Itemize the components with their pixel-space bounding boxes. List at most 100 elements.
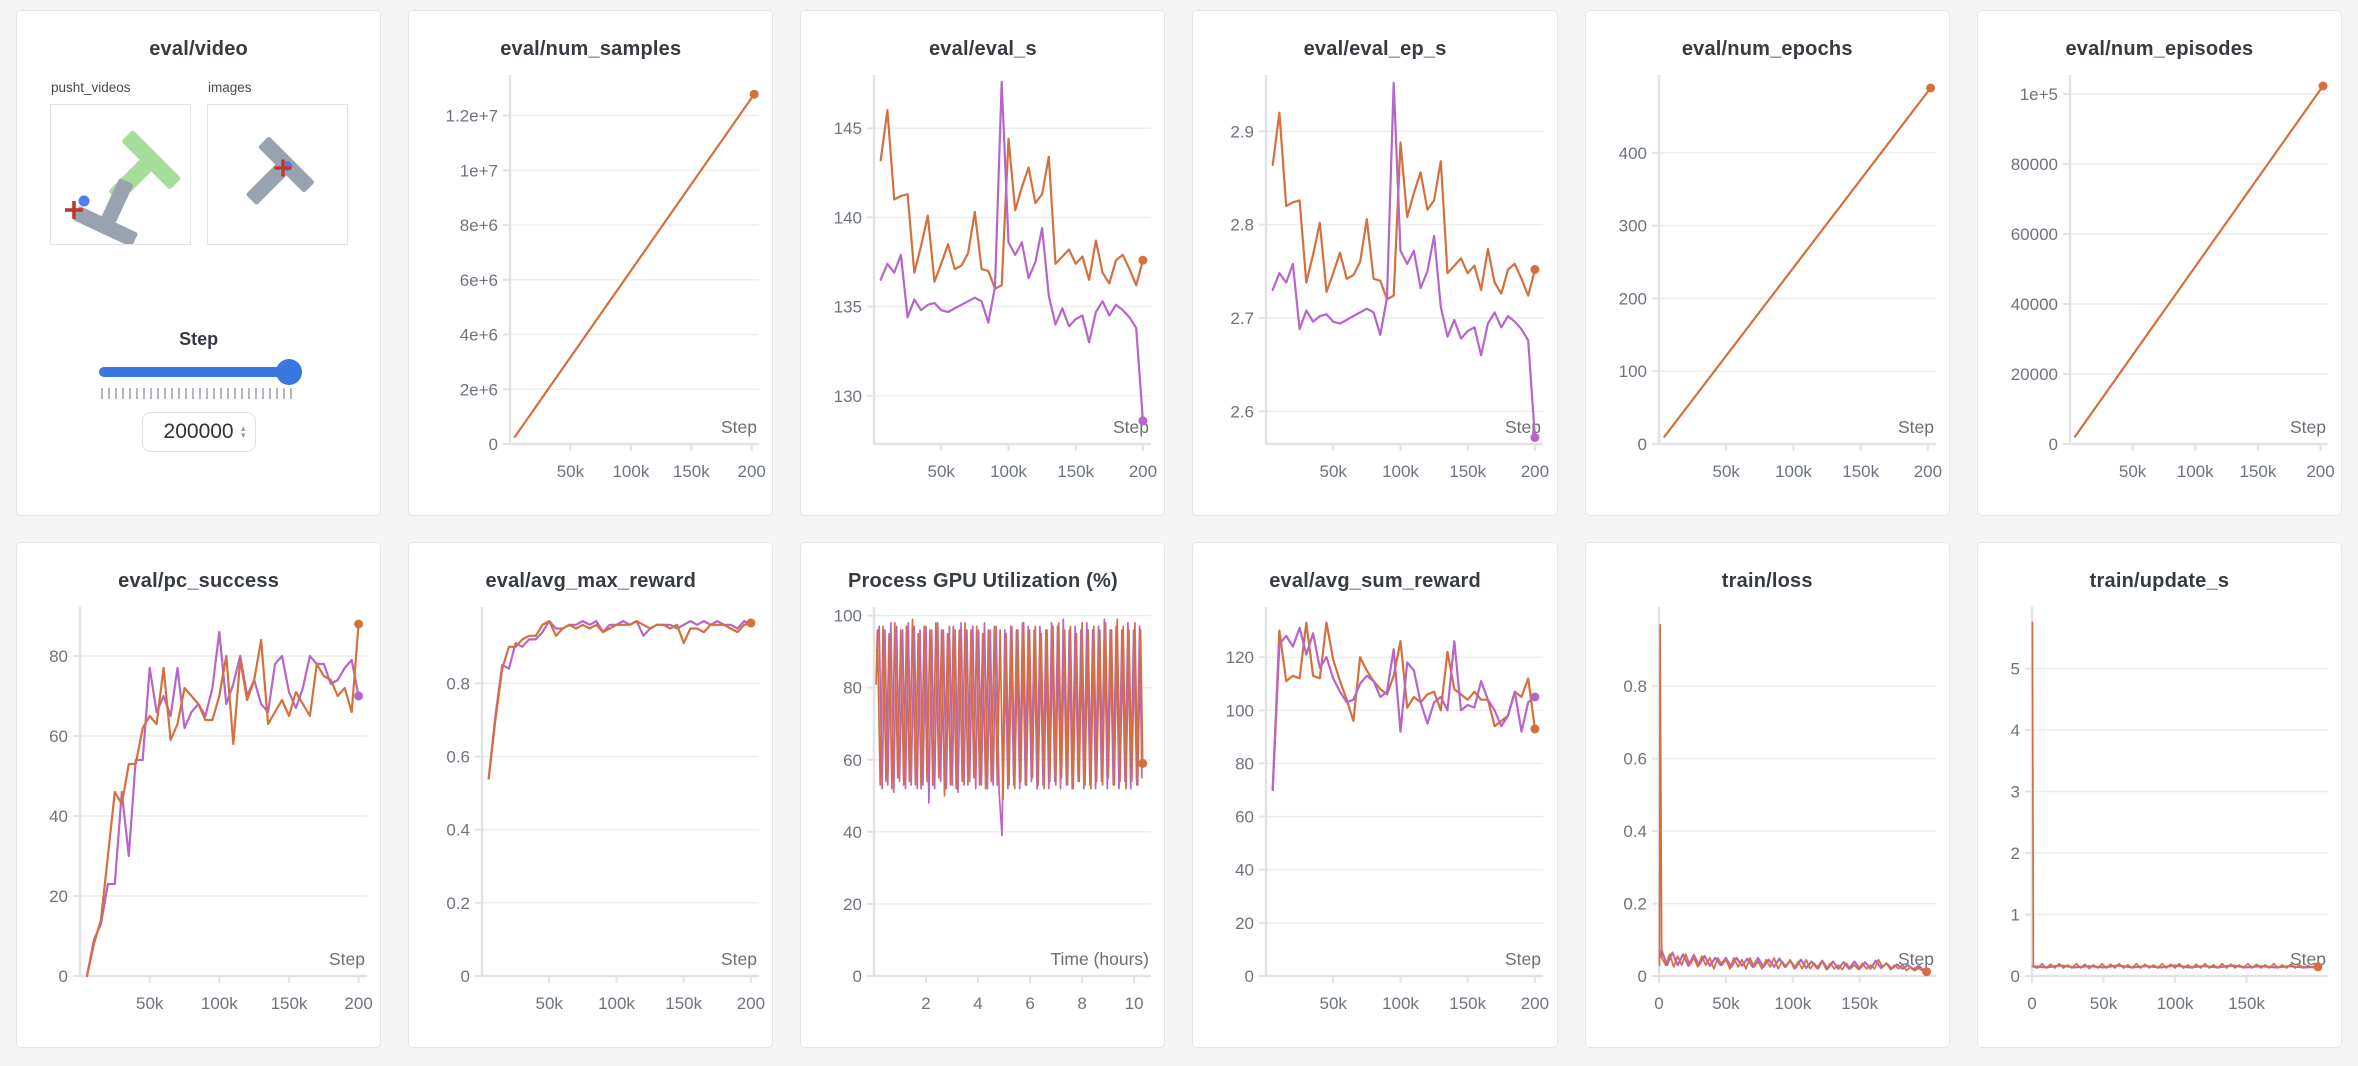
y-tick-label: 1.2e+7 [446,107,498,126]
chart-plot[interactable]: 0 1 2 3 4 5 0 50k 100k 150k Step [1978,598,2341,1034]
chart-title: eval/num_samples [500,38,682,60]
series-line-orange [1658,623,1928,973]
x-axis-label: Step [1898,949,1934,969]
y-tick-label: 0 [1637,435,1646,454]
y-tick-label: 300 [1618,217,1646,236]
series-line-orange [1272,621,1537,792]
chart-plot[interactable]: 0 20 40 60 80 100 2 4 6 8 10 Time (hours) [801,598,1164,1034]
panel-gpu-utilization: Process GPU Utilization (%) 0 20 40 60 80 100… [800,542,1166,1048]
y-tick-label: 2.9 [1231,122,1255,141]
chart-plot[interactable]: 0 0.2 0.4 0.6 0.8 50k 100k 150k 200 Step [409,598,772,1034]
y-tick-label: 8e+6 [460,216,498,235]
panel-eval-num-epochs: eval/num_epochs 0 100 200 300 400 50k 100k 150k… [1584,10,1950,516]
step-stepper[interactable]: ▴ ▾ [241,423,246,440]
chart-title: Process GPU Utilization (%) [847,570,1118,592]
x-axis-label: Step [329,949,365,969]
y-tick-label: 60000 [2011,225,2058,244]
step-slider-label: Step [179,329,219,349]
goal-cross-icon [274,159,292,177]
y-tick-label: 200 [1618,289,1646,308]
chart-canvas: 0 0.2 0.4 0.6 0.8 0 50k 100k 150k Step [1623,607,1936,1013]
x-tick-label: 150k [1841,994,1878,1013]
x-axis-label: Time (hours) [1051,949,1150,969]
pusht-video-frame [65,130,181,247]
series-line-orange [513,93,756,438]
x-tick-label: 150k [1450,994,1487,1013]
chart-title: eval/eval_ep_s [1303,38,1447,60]
y-tick-label: 0 [59,967,68,986]
chart-plot[interactable]: 2.6 2.7 2.8 2.9 50k 100k 150k 200 Step [1193,66,1556,502]
chart-plot[interactable]: 0 20 40 60 80 50k 100k 150k 200 Step [17,598,380,1034]
y-tick-label: 1e+5 [2020,85,2058,104]
chart-canvas: 0 20 40 60 80 50k 100k 150k 200 Step [49,607,373,1013]
y-tick-label: 0 [853,967,862,986]
chart-canvas: 2.6 2.7 2.8 2.9 50k 100k 150k 200 Step [1231,75,1550,481]
y-tick-label: 60 [843,751,862,770]
x-tick-label: 150k [1058,462,1095,481]
chart-plot[interactable]: 0 100 200 300 400 50k 100k 150k 200 Step [1586,66,1949,502]
y-tick-label: 100 [1618,362,1646,381]
x-tick-label: 4 [974,994,983,1013]
step-control: Step 200000 ▴ ▾ [17,329,380,452]
x-tick-label: 150k [2239,462,2276,481]
series-line-orange [487,620,753,780]
step-input-value[interactable]: 200000 [163,420,234,443]
y-tick-label: 0 [1245,967,1254,986]
x-axis-label: Step [1505,417,1541,437]
media-label: images [208,80,252,95]
x-axis-label: Step [721,417,757,437]
x-tick-label: 50k [928,462,956,481]
step-decrement-icon[interactable]: ▾ [241,430,246,440]
chart-title: eval/eval_s [928,38,1037,60]
y-tick-label: 40000 [2011,295,2058,314]
y-tick-label: 0 [489,435,498,454]
panel-train-loss: train/loss 0 0.2 0.4 0.6 0.8 0 50k 100k 150k Step [1584,542,1950,1048]
chart-canvas: 0 20 40 60 80 100 2 4 6 8 10 Time (hours) [834,607,1152,1013]
series-line-orange [85,622,360,978]
series-end-dot [749,89,759,99]
step-input[interactable]: 200000 ▴ ▾ [141,412,256,452]
y-tick-label: 0 [2048,435,2057,454]
y-tick-label: 0.6 [1623,750,1647,769]
y-tick-label: 2.7 [1231,309,1255,328]
y-tick-label: 135 [834,298,862,317]
y-tick-label: 100 [834,607,862,626]
y-tick-label: 40 [49,807,68,826]
chart-plot[interactable]: 0 20000 40000 60000 80000 1e+5 50k 100k 150k 200 S… [1978,66,2341,502]
x-tick-label: 150k [673,462,710,481]
x-tick-label: 50k [136,994,164,1013]
step-slider[interactable] [98,359,302,385]
series-line-orange [2031,621,2319,970]
media-images: images [207,80,348,245]
chart-title: train/loss [1721,570,1813,592]
step-increment-icon[interactable]: ▴ [241,423,246,433]
y-tick-label: 1e+7 [460,161,498,180]
series-end-dot [1530,692,1540,702]
x-tick-label: 200 [2306,462,2334,481]
x-tick-label: 200 [344,994,372,1013]
y-tick-label: 2e+6 [460,380,498,399]
x-tick-label: 100k [1383,462,1420,481]
step-slider-track[interactable] [98,367,299,377]
images-thumbnail[interactable] [207,104,348,245]
pusht-videos-thumbnail[interactable] [50,104,191,247]
panel-train-update-s: train/update_s 0 1 2 3 4 5 0 50k 100k 150k Step [1976,542,2342,1048]
media-pusht-videos: pusht_videos [50,80,191,247]
y-tick-label: 60 [49,727,68,746]
y-tick-label: 100 [1226,701,1254,720]
x-tick-label: 50k [1320,994,1348,1013]
chart-plot[interactable]: 0 2e+6 4e+6 6e+6 8e+6 1e+7 1.2e+7 50k 100k 150k 20… [409,66,772,502]
series-line-purple [879,80,1145,422]
chart-plot[interactable]: 130 135 140 145 50k 100k 150k 200 Step [801,66,1164,502]
step-slider-thumb[interactable] [275,359,302,385]
gray-t-shape [246,137,314,205]
chart-plot[interactable]: 0 20 40 60 80 100 120 50k 100k 150k 200 Step [1193,598,1556,1034]
x-tick-label: 2 [922,994,931,1013]
y-tick-label: 6e+6 [460,271,498,290]
y-tick-label: 80 [1236,754,1255,773]
chart-canvas: 0 2e+6 4e+6 6e+6 8e+6 1e+7 1.2e+7 50k 100k 150k 20… [446,75,766,481]
y-tick-label: 5 [2010,660,2019,679]
y-tick-label: 145 [834,119,862,138]
chart-plot[interactable]: 0 0.2 0.4 0.6 0.8 0 50k 100k 150k Step [1586,598,1949,1034]
